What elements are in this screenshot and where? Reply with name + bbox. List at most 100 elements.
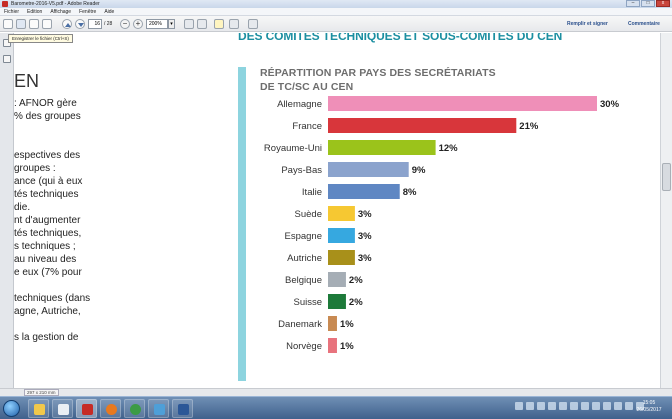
fit-page-icon[interactable] bbox=[184, 19, 194, 29]
value-label: 21% bbox=[519, 121, 539, 132]
tray-icon-11[interactable] bbox=[625, 402, 633, 410]
folder-icon bbox=[34, 404, 45, 415]
body-text-line: e eux (7% pour bbox=[14, 267, 82, 278]
body-text-line: agne, Autriche, bbox=[14, 306, 81, 317]
clock-time: 15:05 bbox=[642, 400, 656, 406]
bar bbox=[328, 162, 409, 177]
tray-icon-4[interactable] bbox=[548, 402, 556, 410]
fill-and-sign-link[interactable]: Remplir et signer bbox=[567, 21, 608, 27]
value-label: 3% bbox=[358, 253, 372, 264]
body-text-line: % des groupes bbox=[14, 111, 81, 122]
bar bbox=[328, 338, 337, 353]
bar bbox=[328, 184, 400, 199]
maximize-button[interactable]: □ bbox=[641, 0, 655, 7]
menu-bar: Fichier Edition Affichage Fenêtre Aide bbox=[0, 8, 672, 16]
bar bbox=[328, 250, 355, 265]
taskbar-media[interactable] bbox=[52, 399, 73, 418]
chrome-icon bbox=[130, 404, 141, 415]
category-label: Belgique bbox=[285, 275, 322, 286]
firefox-icon bbox=[106, 404, 117, 415]
close-button[interactable]: x bbox=[656, 0, 670, 7]
body-text-line: espectives des bbox=[14, 150, 81, 161]
zoom-dropdown-icon[interactable]: ▾ bbox=[168, 19, 175, 29]
chart-title: RÉPARTITION PAR PAYS DES SECRÉTARIATS DE… bbox=[260, 66, 496, 94]
adobe-reader-icon bbox=[2, 1, 8, 7]
taskbar-firefox[interactable] bbox=[100, 399, 121, 418]
zoom-input[interactable]: 200% bbox=[146, 19, 168, 29]
open-folder-icon[interactable] bbox=[3, 19, 13, 29]
status-bar: 297 x 210 mm bbox=[0, 388, 672, 396]
system-tray bbox=[515, 402, 644, 410]
tray-icon-5[interactable] bbox=[559, 402, 567, 410]
value-label: 2% bbox=[349, 297, 363, 308]
minimize-button[interactable]: – bbox=[626, 0, 640, 7]
tray-icon-6[interactable] bbox=[570, 402, 578, 410]
email-icon[interactable] bbox=[42, 19, 52, 29]
category-label: Allemagne bbox=[277, 99, 322, 110]
category-label: Suède bbox=[295, 209, 322, 220]
category-label: Danemark bbox=[278, 319, 322, 330]
page-number-input[interactable]: 16 bbox=[88, 19, 102, 29]
body-text-line: tés techniques bbox=[14, 189, 79, 200]
value-label: 1% bbox=[340, 319, 354, 330]
menu-affichage[interactable]: Affichage bbox=[50, 9, 72, 15]
taskbar-explorer[interactable] bbox=[28, 399, 49, 418]
attachments-icon[interactable] bbox=[3, 55, 11, 63]
menu-fenetre[interactable]: Fenêtre bbox=[79, 9, 97, 15]
tray-icon-8[interactable] bbox=[592, 402, 600, 410]
highlight-icon[interactable] bbox=[229, 19, 239, 29]
save-tooltip: Enregistrer le fichier (Ctrl+S) bbox=[8, 34, 73, 43]
print-icon[interactable] bbox=[29, 19, 39, 29]
zoom-out-icon[interactable]: − bbox=[120, 19, 130, 29]
category-label: Royaume-Uni bbox=[264, 143, 322, 154]
body-text-line: groupes : bbox=[14, 163, 56, 174]
accent-bar bbox=[238, 67, 246, 381]
menu-fichier[interactable]: Fichier bbox=[4, 9, 20, 15]
tray-icon-10[interactable] bbox=[614, 402, 622, 410]
page-total: / 28 bbox=[104, 21, 113, 27]
tray-icon-1[interactable] bbox=[515, 402, 523, 410]
previous-page-icon[interactable] bbox=[62, 19, 72, 29]
taskbar: 15:05 26/05/2017 bbox=[0, 396, 672, 419]
tray-icon-2[interactable] bbox=[526, 402, 534, 410]
body-text-line: die. bbox=[14, 202, 31, 213]
tray-icon-9[interactable] bbox=[603, 402, 611, 410]
taskbar-word[interactable] bbox=[172, 399, 193, 418]
category-label: France bbox=[292, 121, 322, 132]
category-label: Italie bbox=[302, 187, 322, 198]
comment-bubble-icon[interactable] bbox=[214, 19, 224, 29]
full-screen-icon[interactable] bbox=[248, 19, 258, 29]
page-thumbnails-icon[interactable] bbox=[3, 39, 11, 47]
tray-icon-3[interactable] bbox=[537, 402, 545, 410]
value-label: 8% bbox=[403, 187, 417, 198]
bar bbox=[328, 316, 337, 331]
category-label: Suisse bbox=[293, 297, 322, 308]
body-text: : AFNOR gère % des groupes espectives des… bbox=[14, 97, 98, 344]
next-page-icon[interactable] bbox=[75, 19, 85, 29]
comment-link[interactable]: Commentaire bbox=[628, 21, 660, 27]
value-label: 2% bbox=[349, 275, 363, 286]
category-label: Espagne bbox=[284, 231, 322, 242]
taskbar-chrome[interactable] bbox=[124, 399, 145, 418]
title-bar: Barometre-2016-V5.pdf - Adobe Reader – □… bbox=[0, 0, 672, 8]
start-button[interactable] bbox=[3, 400, 20, 417]
tray-icon-12[interactable] bbox=[636, 402, 644, 410]
fit-width-icon[interactable] bbox=[197, 19, 207, 29]
menu-edition[interactable]: Edition bbox=[27, 9, 43, 15]
body-text-line: : AFNOR gère bbox=[14, 98, 77, 109]
vertical-scrollbar[interactable] bbox=[660, 33, 672, 388]
value-label: 30% bbox=[600, 99, 620, 110]
tray-icon-7[interactable] bbox=[581, 402, 589, 410]
bar bbox=[328, 140, 436, 155]
menu-aide[interactable]: Aide bbox=[104, 9, 115, 15]
body-text-line: s la gestion de bbox=[14, 332, 79, 343]
chart-title-line-1: RÉPARTITION PAR PAYS DES SECRÉTARIATS bbox=[260, 67, 496, 79]
clock[interactable]: 15:05 26/05/2017 bbox=[630, 400, 668, 414]
scrollbar-thumb[interactable] bbox=[662, 163, 671, 191]
clock-date: 26/05/2017 bbox=[636, 407, 662, 413]
taskbar-adobe-reader[interactable] bbox=[76, 399, 97, 418]
category-label: Norvège bbox=[286, 341, 322, 352]
zoom-in-icon[interactable]: + bbox=[133, 19, 143, 29]
save-icon[interactable] bbox=[16, 19, 26, 29]
taskbar-app[interactable] bbox=[148, 399, 169, 418]
